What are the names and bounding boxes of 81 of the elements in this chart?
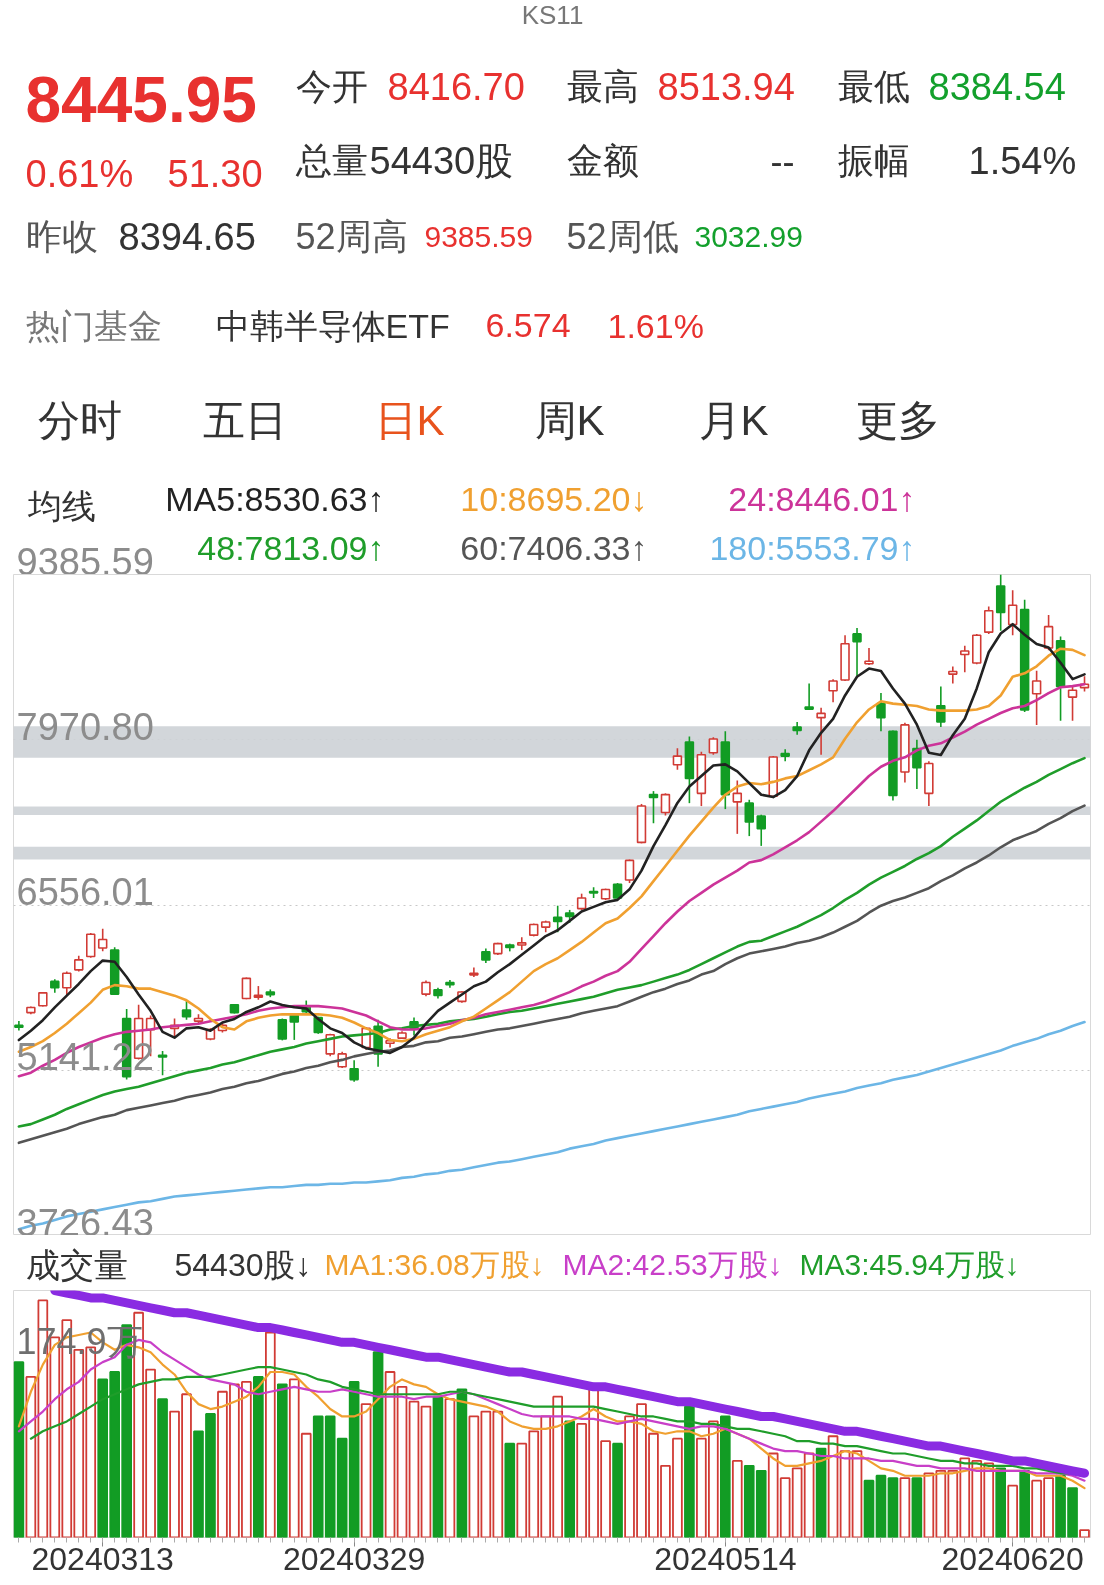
text: 8416.70 [387, 66, 525, 108]
text: 10:8695.20↓ [460, 479, 648, 518]
bar [157, 1398, 168, 1538]
legend-title: 均线 [26, 486, 96, 525]
text: 0.61% [25, 152, 134, 195]
bar [456, 1388, 468, 1538]
bar [899, 1477, 911, 1538]
text: 金额 [566, 140, 639, 181]
text: 52周低 [566, 216, 679, 257]
bar [253, 1376, 264, 1538]
text: 日K [374, 397, 445, 444]
text: 1.54% [968, 139, 1077, 182]
bar [1019, 1469, 1030, 1538]
text: 振幅 [837, 140, 910, 181]
text: 最高 [566, 66, 639, 107]
text: MA1:36.08万股↓ [324, 1248, 545, 1281]
text: 中韩半导体ETF [215, 306, 450, 345]
bar [396, 1385, 408, 1538]
text: 最低 [837, 66, 910, 107]
text: 9385.59 [424, 219, 533, 253]
text: 8394.65 [118, 216, 256, 258]
text: 总量 [294, 140, 368, 181]
bar [504, 1442, 516, 1538]
bar [1007, 1484, 1018, 1538]
y-tick-label: 7970.80 [16, 705, 154, 748]
text: 6.574 [485, 306, 571, 344]
bar [408, 1400, 420, 1538]
bar [265, 1331, 276, 1538]
bar [684, 1405, 695, 1538]
x-tick-label: 20240620 [941, 1540, 1084, 1577]
text: 51.30 [167, 153, 263, 195]
text: 今开 [295, 66, 368, 107]
text: 52周高 [295, 216, 408, 257]
bar [564, 1420, 575, 1538]
text: 8445.95 [25, 64, 257, 136]
bar [612, 1442, 623, 1538]
text: 周K [534, 397, 605, 444]
bar [372, 1351, 384, 1538]
text: 8384.54 [928, 66, 1066, 108]
bar [923, 1472, 935, 1538]
text: KS11 [521, 0, 584, 30]
text: MA5:8530.63↑ [165, 479, 385, 518]
text: 更多 [855, 397, 940, 444]
bar [468, 1415, 480, 1538]
bar [719, 1415, 731, 1538]
text: 8513.94 [657, 66, 795, 108]
bar [13, 1361, 25, 1538]
text: MA3:45.94万股↓ [799, 1248, 1020, 1281]
bar [887, 1477, 899, 1538]
text: MA2:42.53万股↓ [562, 1248, 783, 1281]
bar [276, 1383, 288, 1538]
text: 3032.99 [694, 219, 803, 253]
text: 54430股 [369, 139, 514, 182]
bar [875, 1474, 887, 1538]
text: 60:7406.33↑ [460, 528, 648, 567]
bar [1079, 1529, 1090, 1538]
text: 48:7813.09↑ [197, 528, 385, 567]
text: 54430股↓ [174, 1246, 312, 1283]
bar [444, 1398, 456, 1538]
text: 1.61% [607, 306, 704, 345]
text: 月K [698, 397, 769, 444]
text: 昨收 [25, 216, 98, 257]
bar [420, 1405, 432, 1538]
text: 180:5553.79↑ [709, 528, 916, 567]
bar [911, 1477, 923, 1538]
bar [995, 1467, 1007, 1538]
bar [360, 1403, 372, 1538]
bar [731, 1460, 743, 1538]
y-tick-label: 6556.01 [16, 871, 154, 913]
text: 24:8446.01↑ [728, 479, 916, 518]
x-tick-label: 20240514 [654, 1540, 797, 1577]
text: 五日 [202, 397, 287, 444]
bar [863, 1479, 875, 1538]
bar [432, 1395, 444, 1538]
bar [384, 1371, 396, 1538]
x-tick-label: 20240329 [282, 1540, 426, 1577]
legend-title: 成交量 [25, 1245, 128, 1284]
x-tick-label: 20240313 [31, 1540, 174, 1577]
text: -- [770, 140, 795, 182]
text: 热门基金 [25, 306, 162, 345]
text: 分时 [37, 397, 122, 444]
